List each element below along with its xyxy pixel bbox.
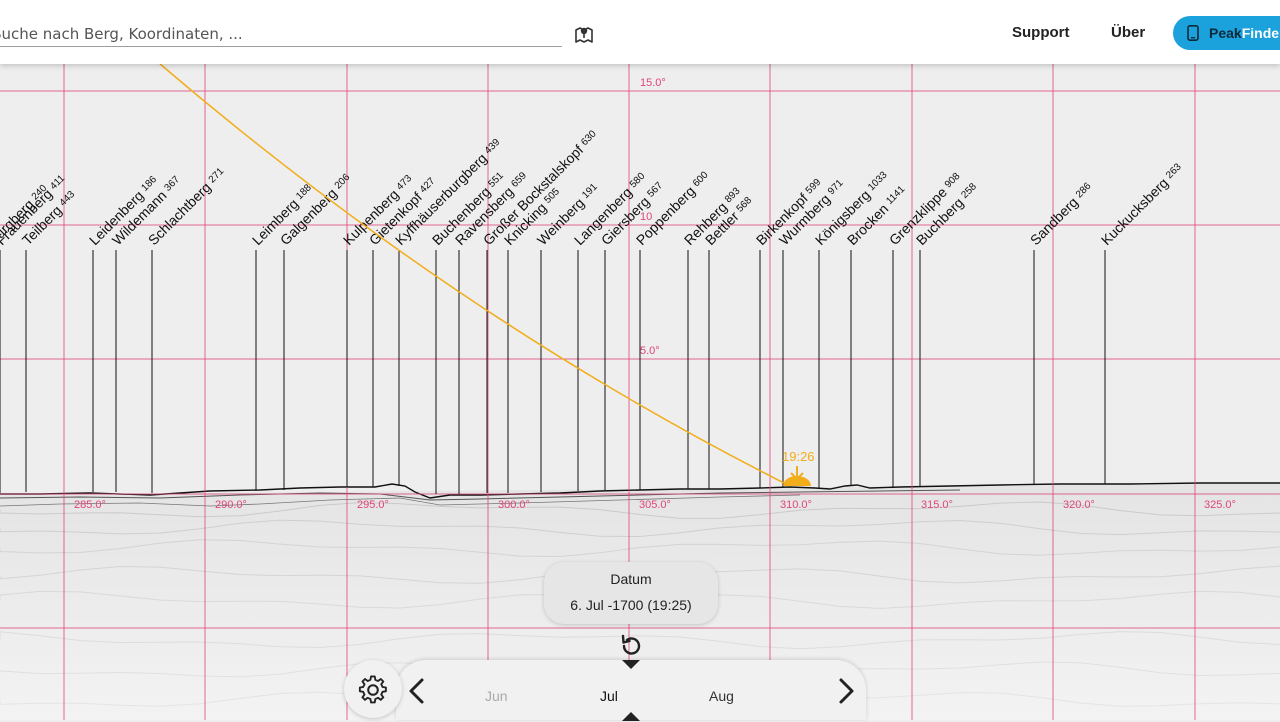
chevron-left-icon[interactable] xyxy=(400,674,436,710)
elevation-label: 10 xyxy=(640,211,652,223)
terrain-contour xyxy=(0,519,1280,538)
azimuth-label: 315.0° xyxy=(921,499,953,511)
current-marker-bottom-icon xyxy=(622,712,640,721)
month-current[interactable]: Jul xyxy=(600,688,618,704)
azimuth-label: 325.0° xyxy=(1204,499,1236,511)
current-marker-top-icon xyxy=(622,660,640,669)
month-selector[interactable]: Jun Jul Aug xyxy=(396,660,866,721)
settings-button[interactable] xyxy=(344,660,402,718)
azimuth-label: 290.0° xyxy=(215,499,247,511)
sun-path-line xyxy=(159,63,791,487)
date-card-value: 6. Jul -1700 (19:25) xyxy=(570,597,692,613)
horizon-tertiary-line xyxy=(0,494,801,507)
app-button-label: PeakFinder xyxy=(1209,25,1280,41)
peakfinder-app-button[interactable]: PeakFinder xyxy=(1173,16,1280,50)
sun-time-label: 19:26 xyxy=(782,449,815,464)
sun-icon xyxy=(783,476,811,486)
top-bar: Support Über PeakFinder xyxy=(0,0,1280,64)
terrain-contour xyxy=(0,539,1280,558)
gear-icon xyxy=(358,675,387,704)
month-prev[interactable]: Jun xyxy=(485,688,508,704)
phone-icon xyxy=(1187,25,1199,41)
month-next[interactable]: Aug xyxy=(709,688,734,704)
azimuth-label: 310.0° xyxy=(780,499,812,511)
azimuth-label: 295.0° xyxy=(357,499,389,511)
azimuth-label: 305.0° xyxy=(639,499,671,511)
terrain-contour xyxy=(0,631,1280,650)
nav-support-link[interactable]: Support xyxy=(1012,24,1070,41)
chevron-right-icon[interactable] xyxy=(828,674,864,710)
azimuth-label: 285.0° xyxy=(74,499,106,511)
map-pin-icon[interactable] xyxy=(572,22,596,46)
reset-time-icon[interactable] xyxy=(617,632,645,660)
date-card-title: Datum xyxy=(610,571,652,587)
azimuth-label: 300.0° xyxy=(498,499,530,511)
nav-about-link[interactable]: Über xyxy=(1111,24,1146,41)
horizon-line xyxy=(0,482,1280,499)
horizon-secondary-line xyxy=(0,489,961,501)
date-card[interactable]: Datum 6. Jul -1700 (19:25) xyxy=(544,562,718,624)
sunset-arrow-icon xyxy=(790,466,804,481)
terrain-contour xyxy=(0,501,1280,519)
search-input[interactable] xyxy=(0,22,562,47)
azimuth-label: 320.0° xyxy=(1063,499,1095,511)
elevation-label: 15.0° xyxy=(640,77,666,89)
elevation-label: 5.0° xyxy=(640,345,660,357)
